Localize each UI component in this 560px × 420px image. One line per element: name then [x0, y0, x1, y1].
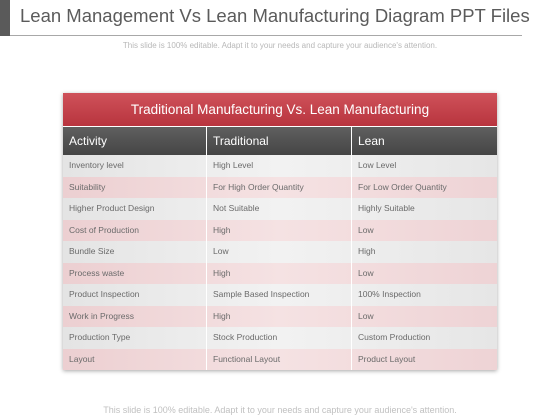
- lean-cell: Product Layout: [358, 353, 416, 364]
- activity-cell: Production Type: [63, 327, 207, 349]
- table-row: Work in Progress High Low: [63, 305, 497, 327]
- activity-cell: Suitability: [63, 176, 207, 198]
- table-row: Inventory level High Level Low Level: [63, 155, 497, 177]
- activity-cell: Work in Progress: [63, 305, 207, 327]
- lean-cell: 100% Inspection: [358, 289, 421, 299]
- lean-cell: Custom Production: [358, 332, 431, 342]
- column-header-traditional: Traditional: [207, 127, 352, 155]
- slide-footer: This slide is 100% editable. Adapt it to…: [103, 405, 457, 415]
- table-row: Production Type Stock Production Custom Pr…: [63, 327, 497, 349]
- table-row: Bundle Size Low High: [63, 241, 497, 263]
- slide-subtitle: This slide is 100% editable. Adapt it to…: [122, 41, 438, 50]
- title-divider: [10, 35, 522, 36]
- table-row: Cost of Production High Low: [63, 219, 497, 241]
- table-row: Suitability For High Order Quantity For Lo…: [63, 176, 497, 198]
- column-header-lean: Lean: [358, 134, 385, 148]
- activity-cell: Layout: [63, 348, 207, 370]
- activity-cell: Bundle Size: [63, 241, 207, 263]
- traditional-cell: High: [207, 305, 352, 327]
- activity-cell: Cost of Production: [63, 219, 207, 241]
- lean-cell: High: [358, 246, 376, 256]
- traditional-cell: Not Suitable: [207, 198, 352, 220]
- lean-cell: Low Level: [358, 160, 397, 170]
- activity-cell: Higher Product Design: [63, 198, 207, 220]
- table-row: Higher Product Design Not Suitable Highly …: [63, 198, 497, 220]
- traditional-cell: High: [207, 219, 352, 241]
- table-row: Product Inspection Sample Based Inspectio…: [63, 284, 497, 306]
- table-body: Inventory level High Level Low Level Suitab…: [63, 155, 497, 370]
- column-header-activity: Activity: [63, 127, 207, 155]
- activity-cell: Inventory level: [63, 155, 207, 177]
- slide-title: Lean Management Vs Lean Manufacturing Di…: [20, 5, 530, 26]
- traditional-cell: Stock Production: [207, 327, 352, 349]
- traditional-cell: Functional Layout: [207, 348, 352, 370]
- traditional-cell: For High Order Quantity: [207, 176, 352, 198]
- lean-cell: Highly Suitable: [358, 203, 415, 213]
- lean-cell: For Low Order Quantity: [358, 181, 447, 192]
- traditional-cell: Low: [207, 241, 352, 263]
- traditional-cell: High: [207, 262, 352, 284]
- lean-cell: Low: [358, 267, 374, 278]
- comparison-table: Traditional Manufacturing Vs. Lean Manuf…: [63, 93, 497, 370]
- table-row: Layout Functional Layout Product Layout: [63, 348, 497, 370]
- lean-cell: Low: [358, 310, 374, 321]
- activity-cell: Process waste: [63, 262, 207, 284]
- activity-cell: Product Inspection: [63, 284, 207, 306]
- column-header-row: Activity Traditional Lean: [63, 126, 497, 155]
- table-title: Traditional Manufacturing Vs. Lean Manuf…: [63, 93, 497, 126]
- table-row: Process waste High Low: [63, 262, 497, 284]
- traditional-cell: Sample Based Inspection: [207, 284, 352, 306]
- traditional-cell: High Level: [207, 155, 352, 177]
- lean-cell: Low: [358, 224, 374, 235]
- title-accent-bar: [0, 0, 10, 36]
